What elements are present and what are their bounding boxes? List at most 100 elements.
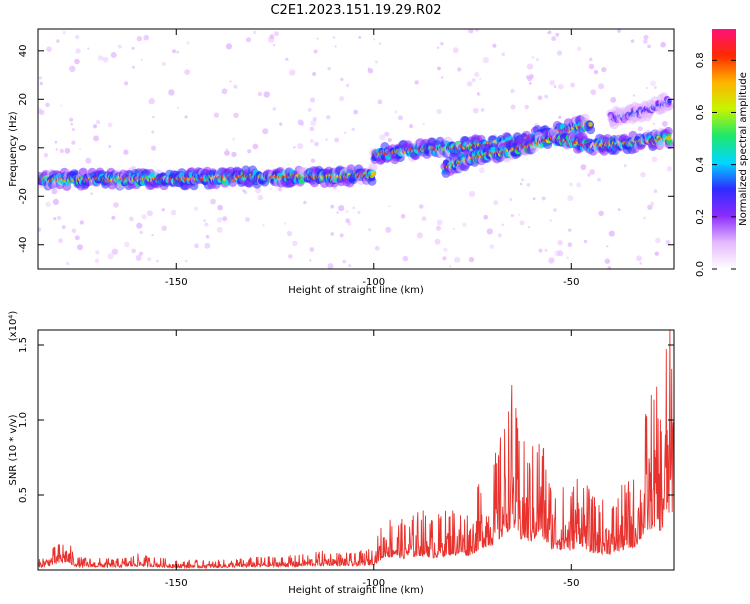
heatmap-speckle bbox=[77, 244, 83, 251]
heatmap-speckle bbox=[338, 205, 345, 212]
heatmap-speckle bbox=[379, 134, 386, 141]
snr-xlabel: Height of straight line (km) bbox=[288, 585, 424, 596]
heatmap-speckle bbox=[471, 78, 476, 83]
heatmap-speckle bbox=[548, 257, 555, 264]
heatmap-speckle bbox=[75, 35, 80, 40]
heatmap-speckle bbox=[124, 241, 130, 248]
heatmap-speckle bbox=[156, 260, 159, 263]
heatmap-speckle bbox=[56, 39, 60, 43]
heatmap-speckle bbox=[194, 206, 199, 211]
heatmap-speckle bbox=[555, 32, 560, 37]
heatmap-speckle bbox=[538, 248, 543, 253]
heatmap-speckle bbox=[94, 258, 100, 264]
heatmap-speckle bbox=[492, 43, 497, 48]
heatmap-speckle bbox=[436, 108, 442, 115]
heatmap-speckle bbox=[501, 223, 504, 226]
heatmap-speckle bbox=[441, 76, 444, 79]
heatmap-speckle bbox=[510, 88, 515, 94]
heatmap-speckle bbox=[60, 104, 63, 107]
heatmap-speckle bbox=[409, 124, 414, 129]
heatmap-speckle bbox=[45, 201, 51, 207]
heatmap-speckle bbox=[330, 204, 335, 209]
snr-y-multiplier: (x10⁴) bbox=[8, 311, 19, 342]
y-tick-label: 0.5 bbox=[18, 487, 29, 503]
heatmap-speckle bbox=[402, 255, 409, 262]
heatmap-speckle bbox=[131, 46, 135, 50]
heatmap-speckle bbox=[653, 122, 656, 125]
heatmap-speckle bbox=[524, 104, 529, 110]
heatmap-speckle bbox=[74, 235, 80, 241]
heatmap-speckle bbox=[307, 107, 312, 112]
heatmap-speckle bbox=[607, 266, 612, 269]
y-tick-label: 20 bbox=[18, 93, 29, 106]
spectrogram-frame bbox=[37, 28, 675, 270]
heatmap-speckle bbox=[90, 192, 93, 195]
heatmap-speckle bbox=[334, 45, 337, 48]
page-title: C2E1.2023.151.19.29.R02 bbox=[270, 3, 441, 18]
heatmap-speckle bbox=[345, 218, 351, 223]
heatmap-speckle bbox=[257, 194, 263, 201]
heatmap-speckle bbox=[71, 140, 76, 145]
heatmap-speckle bbox=[650, 80, 656, 87]
heatmap-speckle bbox=[593, 70, 599, 75]
snr-panel: -150 -100 -50 0.5 1.0 1.5 Height of straight … bbox=[8, 311, 675, 596]
heatmap-speckle bbox=[135, 254, 142, 261]
heatmap-speckle bbox=[486, 228, 493, 235]
heatmap-speckle bbox=[557, 240, 563, 246]
spectrogram-heatmap bbox=[38, 29, 674, 269]
heatmap-speckle bbox=[469, 190, 476, 198]
heatmap-speckle bbox=[46, 46, 52, 52]
heatmap-speckle bbox=[38, 76, 42, 80]
heatmap-speckle bbox=[269, 34, 275, 40]
heatmap-speckle bbox=[339, 233, 344, 238]
heatmap-speckle bbox=[529, 82, 532, 85]
heatmap-speckle bbox=[161, 225, 167, 231]
heatmap-speckle bbox=[449, 265, 452, 268]
heatmap-speckle bbox=[520, 178, 525, 182]
heatmap-speckle bbox=[462, 222, 467, 227]
heatmap-speckle bbox=[53, 217, 57, 221]
heatmap-speckle bbox=[184, 69, 191, 75]
heatmap-speckle bbox=[482, 56, 489, 64]
heatmap-speckle bbox=[327, 66, 332, 71]
heatmap-speckle bbox=[645, 87, 648, 89]
heatmap-speckle bbox=[651, 156, 658, 163]
heatmap-speckle bbox=[617, 29, 621, 33]
heatmap-speckle bbox=[531, 56, 534, 59]
heatmap-speckle bbox=[553, 208, 557, 212]
heatmap-speckle bbox=[204, 222, 209, 227]
heatmap-speckle bbox=[233, 84, 238, 89]
heatmap-speckle bbox=[347, 221, 352, 226]
heatmap-speckle bbox=[442, 256, 447, 261]
heatmap-speckle bbox=[110, 52, 117, 58]
heatmap-speckle bbox=[416, 232, 423, 239]
heatmap-speckle bbox=[152, 116, 155, 119]
heatmap-speckle bbox=[576, 182, 582, 188]
heatmap-speckle bbox=[466, 81, 473, 87]
heatmap-speckle bbox=[566, 256, 569, 260]
heatmap-speckle bbox=[139, 251, 144, 256]
heatmap-speckle bbox=[387, 137, 392, 143]
heatmap-speckle bbox=[257, 91, 263, 97]
heatmap-speckle bbox=[637, 126, 643, 132]
heatmap-speckle bbox=[262, 224, 265, 227]
y-tick-label: 1.0 bbox=[18, 412, 29, 428]
heatmap-cell bbox=[368, 162, 378, 172]
heatmap-speckle bbox=[205, 234, 210, 239]
snr-frame bbox=[37, 329, 675, 571]
x-tick-label: -150 bbox=[165, 277, 188, 288]
heatmap-speckle bbox=[557, 50, 563, 56]
heatmap-speckle bbox=[222, 216, 228, 222]
heatmap-speckle bbox=[309, 97, 316, 103]
heatmap-speckle bbox=[203, 219, 206, 223]
heatmap-speckle bbox=[303, 200, 307, 205]
heatmap-speckle bbox=[172, 49, 176, 54]
colorbar-tick-label: 0.0 bbox=[695, 261, 706, 277]
heatmap-speckle bbox=[398, 115, 403, 121]
snr-line bbox=[38, 330, 674, 570]
heatmap-speckle bbox=[650, 201, 655, 206]
heatmap-speckle bbox=[661, 120, 668, 127]
heatmap-speckle bbox=[358, 36, 362, 39]
heatmap-speckle bbox=[136, 36, 143, 42]
